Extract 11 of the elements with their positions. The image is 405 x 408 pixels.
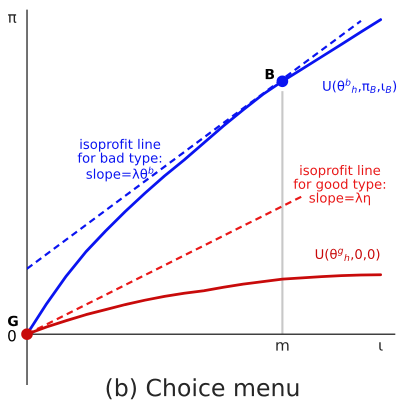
x-tick-label: ι — [379, 342, 383, 351]
text: G — [8, 316, 18, 326]
series-label: U(θ$^{b}$$_{h}$,π$_{B}$,ι$_{B}$) — [323, 78, 396, 93]
series-label: U(θ$^{g}$$_{h}$,0,0) — [316, 248, 380, 261]
y-axis-title: π — [8, 14, 16, 23]
annotation: isoprofit line for bad type: slope=λθ$^{b}$ — [78, 138, 162, 182]
text: 0 — [8, 330, 16, 342]
annotation: isoprofit line for good type: slope=λη — [294, 164, 386, 206]
text: (b) Choice menu — [106, 378, 298, 400]
annotation: B — [266, 69, 274, 80]
x-tick-label: m — [276, 342, 289, 351]
